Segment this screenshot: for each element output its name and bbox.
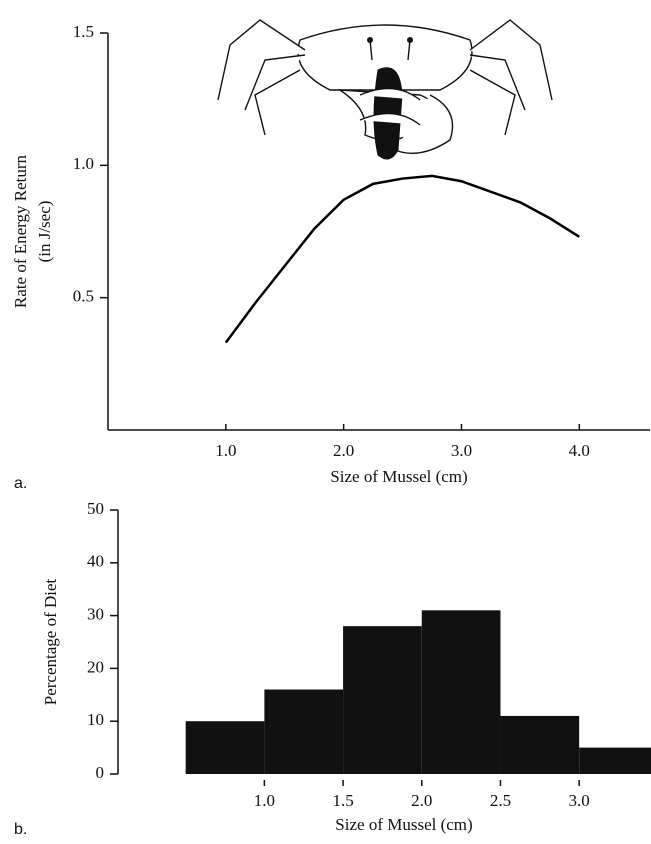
panel-label: a. [14,475,27,492]
bar [500,715,580,774]
crab-illustration [217,19,553,160]
panel-label: b. [14,821,27,838]
bar [343,626,422,774]
bar [421,610,501,774]
bar [185,721,265,774]
x-tick-label: 2.5 [490,791,511,810]
y-tick-label: 0 [96,763,105,782]
y-tick-label: 30 [87,605,104,624]
x-tick-label: 1.0 [215,441,236,460]
y-tick-label: 0.5 [73,287,94,306]
x-tick-label: 2.0 [411,791,432,810]
y-tick-label: 50 [87,499,104,518]
x-tick-label: 2.0 [333,441,354,460]
y-axis-label: Rate of Energy Return [11,154,30,308]
y-tick-label: 1.5 [73,22,94,41]
bar [579,747,651,774]
x-tick-label: 3.0 [569,791,590,810]
x-axis-label: Size of Mussel (cm) [335,815,472,834]
line [224,174,580,344]
x-tick-label: 3.0 [451,441,472,460]
x-tick-label: 4.0 [569,441,590,460]
y-tick-label: 40 [87,552,104,571]
y-tick-label: 20 [87,657,104,676]
x-tick-label: 1.0 [254,791,275,810]
y-tick-label: 10 [87,710,104,729]
x-tick-label: 1.5 [332,791,353,810]
y-tick-label: 1.0 [73,154,94,173]
x-axis-label: Size of Mussel (cm) [330,467,467,486]
bar [264,689,344,774]
y-axis-label: (in J/sec) [35,201,54,263]
y-axis-label: Percentage of Diet [41,578,60,705]
